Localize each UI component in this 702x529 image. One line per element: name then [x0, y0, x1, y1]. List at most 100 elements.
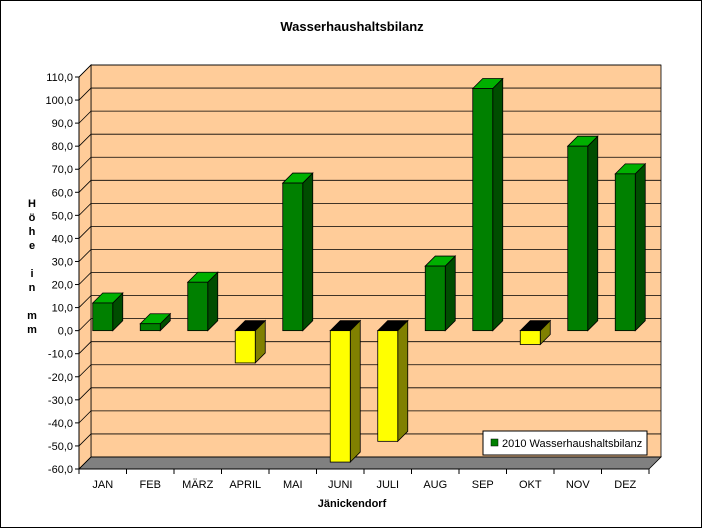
- x-tick-label: APRIL: [229, 479, 261, 491]
- bar-front: [234, 330, 256, 364]
- bar-front: [187, 281, 209, 332]
- x-tick-label: JAN: [92, 479, 113, 491]
- y-axis-ticks: 110,0 100,0 90,0 80,0 70,0 60,0 50,0 40,0 30,0 20…: [45, 72, 80, 476]
- y-tick-label: -40,0: [48, 418, 73, 430]
- bar-side: [349, 319, 361, 464]
- y-axis-title-char: H: [28, 198, 36, 210]
- bar-aug: [424, 255, 457, 332]
- bar-feb: [139, 312, 172, 332]
- y-tick-label: 0,0: [58, 326, 73, 338]
- x-tick-label: OKT: [519, 479, 542, 491]
- bars: [91, 77, 647, 464]
- y-tick-label: 110,0: [46, 72, 73, 84]
- y-tick-label: -30,0: [48, 395, 73, 407]
- y-tick-label: -60,0: [48, 464, 73, 476]
- grid-line: [78, 110, 661, 124]
- y-tick-label: 100,0: [45, 95, 73, 107]
- x-tick-label: DEZ: [614, 479, 636, 491]
- bar-front: [424, 265, 446, 332]
- x-tick-label: FEB: [140, 479, 161, 491]
- bar-mai: [281, 172, 314, 332]
- bar-side: [397, 319, 409, 443]
- bar-front: [329, 330, 351, 463]
- y-tick-label: 10,0: [52, 303, 73, 315]
- grid-line: [78, 433, 661, 447]
- y-tick-label: 40,0: [52, 233, 73, 245]
- grid-line: [78, 387, 661, 401]
- bar-side: [492, 77, 504, 332]
- bar-juli: [376, 319, 409, 443]
- x-axis-ticks: JAN FEB MÄRZ APRIL MAI JUNI JULI AUG SEP OKT NOV DE…: [78, 468, 650, 491]
- legend: 2010 Wasserhaushaltsbilanz: [482, 430, 648, 456]
- bar-front: [92, 302, 114, 332]
- grid-line: [78, 249, 661, 262]
- floor: [78, 456, 662, 470]
- y-tick-label: 50,0: [52, 210, 73, 222]
- legend-label: 2010 Wasserhaushaltsbilanz: [502, 438, 642, 450]
- grid-line: [78, 64, 661, 78]
- y-axis-title-char: n: [29, 282, 36, 294]
- x-tick-label: SEP: [472, 479, 494, 491]
- y-tick-label: -20,0: [48, 372, 73, 384]
- bar-dez: [614, 162, 647, 332]
- bar-april: [234, 319, 267, 364]
- bar-jan: [91, 292, 124, 332]
- side-wall: [78, 64, 92, 470]
- grid-line: [78, 133, 661, 147]
- grid-line: [78, 364, 661, 378]
- grid-line: [78, 202, 661, 216]
- grid-line: [78, 295, 661, 308]
- grid-lines: [78, 64, 661, 470]
- y-tick-label: 70,0: [52, 164, 73, 176]
- bar-front: [282, 182, 304, 332]
- bar-märz: [186, 271, 219, 332]
- legend-swatch: [490, 438, 499, 447]
- y-tick-label: 80,0: [52, 141, 73, 153]
- x-tick-label: NOV: [566, 479, 591, 491]
- y-tick-label: 30,0: [52, 256, 73, 268]
- x-tick-label: MÄRZ: [182, 479, 213, 491]
- grid-line: [78, 87, 661, 101]
- bar-sep: [471, 77, 504, 332]
- bar-nov: [566, 135, 599, 332]
- bar-front: [472, 88, 494, 332]
- bar-front: [567, 145, 589, 332]
- bar-front: [377, 330, 399, 442]
- bar-side: [634, 162, 646, 332]
- bar-front: [139, 323, 161, 332]
- x-tick-label: AUG: [423, 479, 447, 491]
- x-tick-label: MAI: [283, 479, 303, 491]
- y-tick-label: 60,0: [52, 187, 73, 199]
- y-axis-title-char: m: [27, 310, 37, 322]
- bar-front: [519, 330, 541, 345]
- y-axis-title-char: i: [30, 268, 33, 280]
- y-tick-label: 90,0: [52, 118, 73, 130]
- x-tick-label: JULI: [376, 479, 399, 491]
- grid-line: [78, 272, 661, 285]
- y-axis-title-char: h: [29, 226, 36, 238]
- y-axis-title-char: m: [27, 324, 37, 336]
- bar-okt: [519, 319, 552, 346]
- y-axis-title-char: e: [29, 240, 35, 252]
- grid-line: [78, 226, 661, 239]
- grid-line: [78, 410, 661, 424]
- y-tick-label: -50,0: [48, 441, 73, 453]
- x-tick-label: JUNI: [328, 479, 352, 491]
- bar-side: [444, 255, 456, 332]
- grid-line: [78, 156, 661, 170]
- grid-line: [78, 318, 661, 331]
- grid-line: [78, 341, 661, 354]
- chart-title: Wasserhaushaltsbilanz: [280, 19, 424, 34]
- grid-line: [78, 179, 661, 193]
- bar-side: [587, 135, 599, 332]
- y-tick-label: 20,0: [52, 280, 73, 292]
- legend-box: [482, 430, 648, 456]
- x-axis-title: Jänickendorf: [318, 498, 387, 510]
- y-axis-title-char: ö: [29, 212, 36, 224]
- grid-line: [78, 456, 661, 470]
- y-tick-label: -10,0: [48, 349, 73, 361]
- bar-side: [302, 172, 314, 332]
